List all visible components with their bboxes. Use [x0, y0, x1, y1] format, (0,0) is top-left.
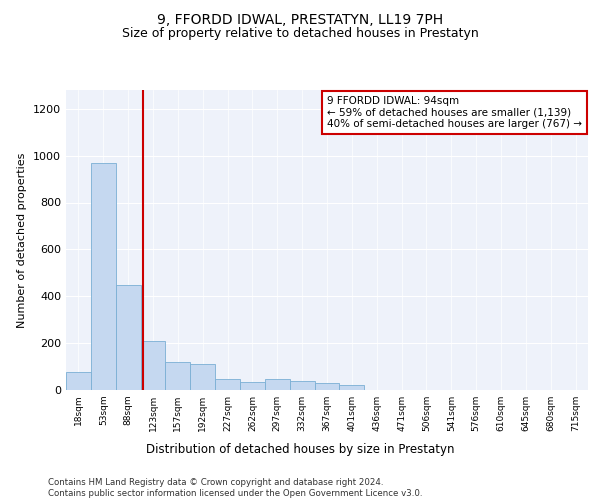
Bar [116, 284, 140, 390]
Bar [140, 341, 166, 390]
Bar [190, 364, 215, 390]
Bar [66, 372, 91, 390]
Bar [240, 382, 265, 390]
Text: Contains HM Land Registry data © Crown copyright and database right 2024.
Contai: Contains HM Land Registry data © Crown c… [48, 478, 422, 498]
Y-axis label: Number of detached properties: Number of detached properties [17, 152, 28, 328]
Bar [265, 380, 290, 390]
Bar [290, 380, 314, 390]
Bar [340, 386, 364, 390]
Text: 9, FFORDD IDWAL, PRESTATYN, LL19 7PH: 9, FFORDD IDWAL, PRESTATYN, LL19 7PH [157, 12, 443, 26]
Bar [91, 162, 116, 390]
Bar [215, 380, 240, 390]
Bar [166, 362, 190, 390]
Bar [314, 383, 340, 390]
Text: 9 FFORDD IDWAL: 94sqm
← 59% of detached houses are smaller (1,139)
40% of semi-d: 9 FFORDD IDWAL: 94sqm ← 59% of detached … [327, 96, 582, 129]
Text: Distribution of detached houses by size in Prestatyn: Distribution of detached houses by size … [146, 442, 454, 456]
Text: Size of property relative to detached houses in Prestatyn: Size of property relative to detached ho… [122, 28, 478, 40]
